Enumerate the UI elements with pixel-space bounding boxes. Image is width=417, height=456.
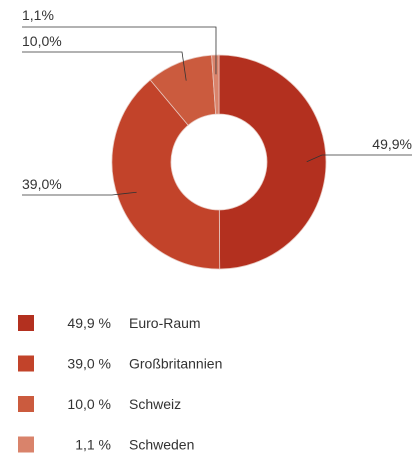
slice-label: 39,0% [22,176,62,192]
slice-label: 1,1% [22,7,54,23]
leader-line [22,26,217,75]
legend-label: Schweden [129,437,194,453]
legend-value: 49,9 % [67,315,111,331]
leader-line [22,51,187,81]
legend-value: 1,1 % [75,437,111,453]
leader-line [306,154,412,163]
legend-label: Großbritannien [129,356,222,372]
donut-slice [218,54,327,270]
legend-swatch [18,355,34,372]
donut-slice [211,54,220,115]
legend-swatch [18,315,34,331]
donut-slice [111,79,221,270]
legend-swatch [18,436,34,453]
legend-value: 39,0 % [67,356,111,372]
slice-label: 49,9% [372,136,412,152]
legend-label: Schweiz [129,396,181,412]
legend-label: Euro-Raum [129,315,201,331]
legend-swatch [18,396,34,412]
slice-label: 10,0% [22,33,62,49]
legend-value: 10,0 % [67,396,111,412]
leader-line [22,191,137,196]
